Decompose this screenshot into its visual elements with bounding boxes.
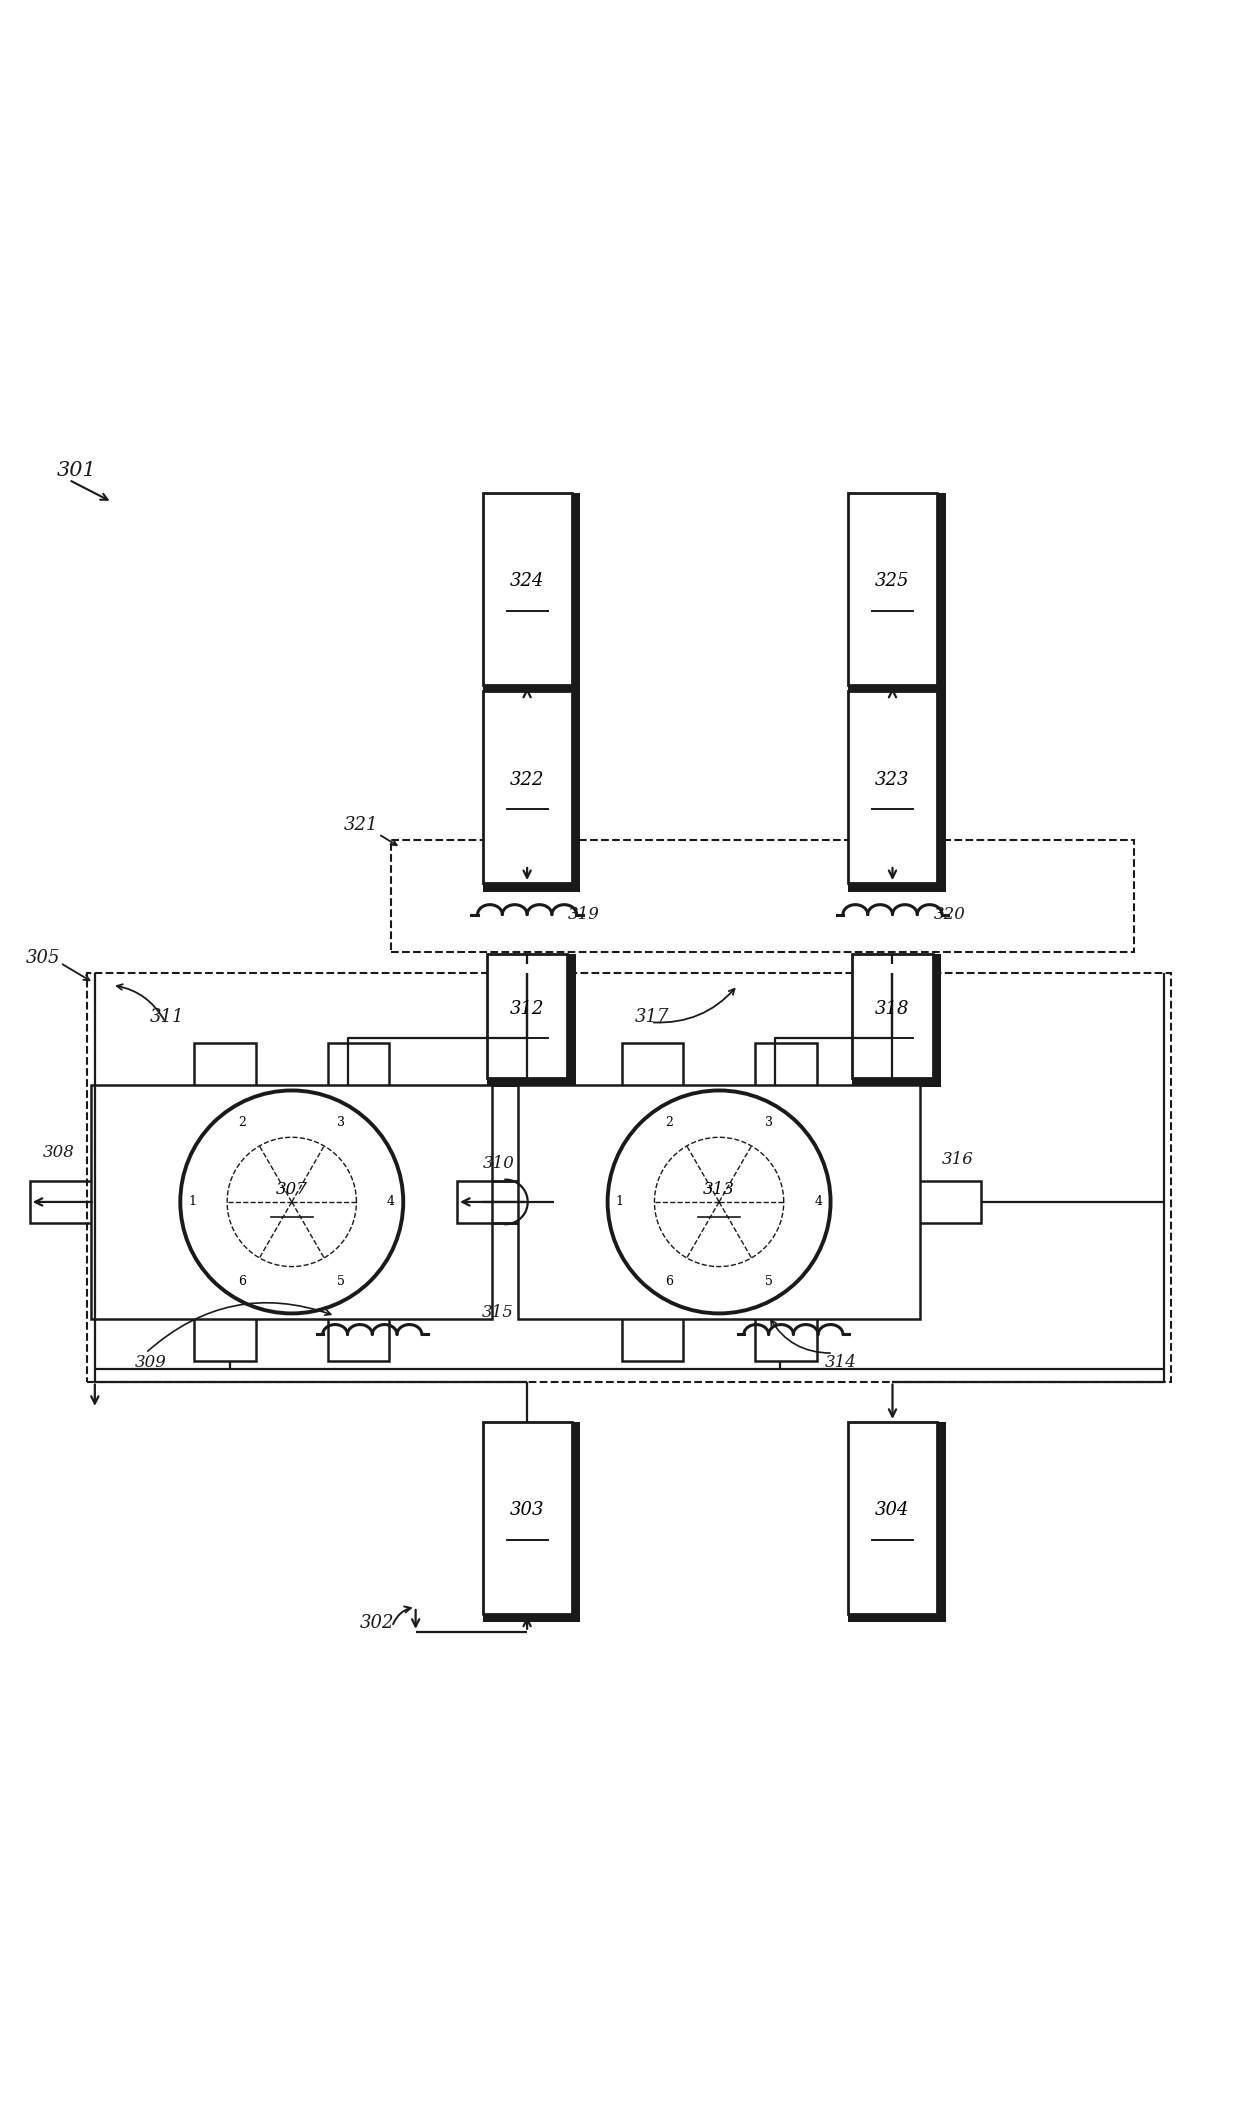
Polygon shape [482,684,580,693]
Text: 3: 3 [765,1117,773,1129]
Text: 314: 314 [825,1354,857,1371]
Text: 5: 5 [337,1276,346,1288]
Text: 307: 307 [275,1180,308,1197]
Polygon shape [572,1422,580,1623]
Bar [852,954,932,1079]
Text: 320: 320 [934,907,965,924]
Bar [848,1422,937,1615]
Text: 310: 310 [482,1155,515,1172]
Text: 317: 317 [635,1009,670,1026]
Text: 1: 1 [616,1195,624,1208]
Text: 4: 4 [815,1195,822,1208]
Polygon shape [572,494,580,693]
Polygon shape [937,691,946,892]
Text: 6: 6 [238,1276,246,1288]
Text: 6: 6 [666,1276,673,1288]
Text: 309: 309 [134,1354,166,1371]
Text: 319: 319 [568,907,600,924]
Bar [87,973,1172,1382]
Bar [482,691,572,884]
Bar [391,841,1135,951]
Text: 311: 311 [149,1009,184,1026]
Circle shape [180,1091,403,1314]
Bar [848,691,937,884]
Polygon shape [932,954,941,1087]
Text: 301: 301 [57,460,97,479]
Text: 303: 303 [510,1502,544,1519]
Text: 2: 2 [666,1117,673,1129]
Bar [848,494,937,684]
Text: 325: 325 [875,572,910,591]
Polygon shape [482,1615,580,1623]
Polygon shape [848,684,946,693]
Text: 316: 316 [942,1151,973,1168]
Text: 4: 4 [387,1195,396,1208]
Bar [487,954,568,1079]
Text: 323: 323 [875,771,910,788]
Polygon shape [487,1079,577,1087]
Polygon shape [848,884,946,892]
Text: 315: 315 [481,1303,513,1320]
Text: 2: 2 [238,1117,246,1129]
Text: 308: 308 [43,1144,74,1161]
Bar [518,1085,920,1318]
Text: 313: 313 [703,1180,735,1197]
Polygon shape [572,691,580,892]
Text: 1: 1 [188,1195,196,1208]
Circle shape [608,1091,831,1314]
Text: 318: 318 [875,1000,910,1017]
Text: 302: 302 [360,1615,394,1632]
Text: 3: 3 [337,1117,346,1129]
Text: 5: 5 [765,1276,773,1288]
Text: 304: 304 [875,1502,910,1519]
Polygon shape [568,954,577,1087]
Polygon shape [937,1422,946,1623]
Polygon shape [482,884,580,892]
Text: 321: 321 [343,816,378,835]
Text: 305: 305 [26,949,61,966]
Bar [91,1085,492,1318]
Text: 312: 312 [510,1000,544,1017]
Bar [482,1422,572,1615]
Polygon shape [852,1079,941,1087]
Text: 324: 324 [510,572,544,591]
Polygon shape [848,1615,946,1623]
Text: 322: 322 [510,771,544,788]
Polygon shape [937,494,946,693]
Bar [482,494,572,684]
